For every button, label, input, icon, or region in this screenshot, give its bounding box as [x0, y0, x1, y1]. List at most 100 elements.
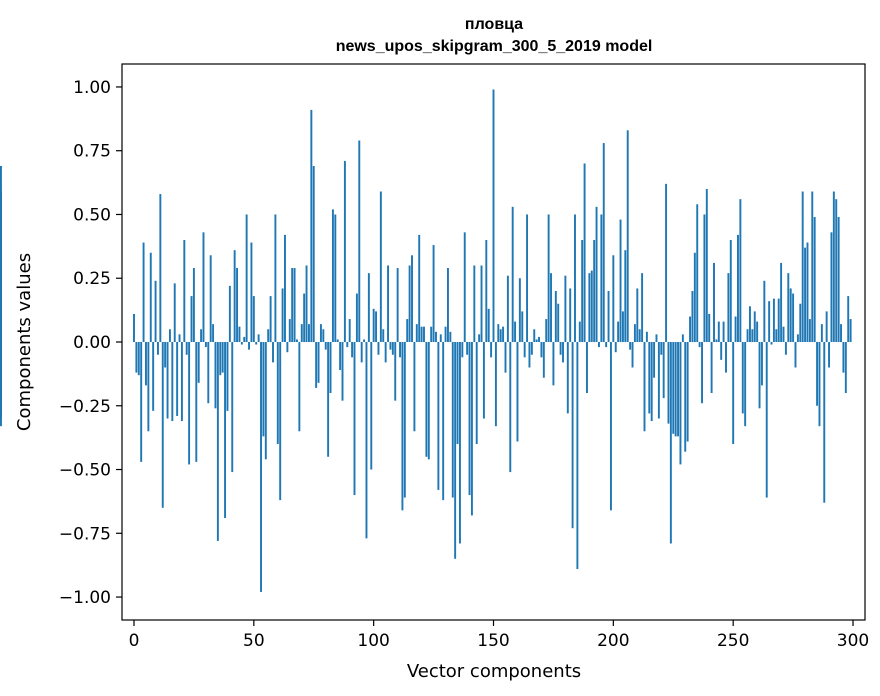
bar-component-230 — [684, 342, 687, 452]
bar-component-180 — [564, 275, 567, 342]
bar-component-86 — [339, 342, 342, 371]
y-tick-label: 0.50 — [73, 205, 111, 225]
bar-component-264 — [765, 342, 768, 498]
x-tick-label: 300 — [837, 631, 869, 651]
bar-component-169 — [538, 336, 540, 342]
bar-component-297 — [844, 342, 847, 394]
bar-component-279 — [801, 191, 804, 342]
bar-component-232 — [689, 316, 691, 342]
bar-component-85 — [336, 339, 339, 342]
bar-component-89 — [346, 342, 349, 348]
bar-component-233 — [691, 290, 694, 342]
y-tick-label: 0.75 — [73, 142, 111, 162]
bar-component-296 — [842, 342, 845, 373]
bar-component-276 — [794, 342, 797, 368]
bar-component-201 — [614, 342, 617, 353]
bar-component-282 — [808, 319, 811, 342]
bar-component-131 — [447, 268, 449, 342]
bar-component-238 — [703, 214, 706, 342]
bar-component-192 — [593, 239, 596, 342]
bar-component-38 — [224, 342, 227, 518]
bar-component-53 — [260, 342, 262, 592]
bar-component-137 — [461, 342, 464, 358]
bar-component-206 — [626, 130, 629, 342]
bar-component-19 — [178, 334, 181, 342]
bar-component-208 — [631, 342, 634, 368]
bar-component-127 — [437, 342, 440, 490]
bar-component-0 — [133, 313, 135, 342]
bar-component-172 — [545, 319, 548, 342]
bar-component-182 — [569, 288, 572, 342]
bar-component-123 — [427, 342, 430, 460]
bar-component-258 — [751, 329, 754, 342]
bar-component-273 — [787, 273, 790, 342]
bar-component-194 — [598, 342, 600, 348]
bar-component-225 — [672, 342, 675, 434]
bar-component-147 — [485, 239, 488, 342]
y-tick-label: 0.00 — [73, 333, 111, 353]
bar-component-115 — [408, 265, 411, 342]
bar-series — [0, 89, 852, 592]
bar-component-145 — [480, 265, 483, 342]
bar-component-20 — [180, 342, 183, 422]
bar-component-130 — [444, 326, 447, 342]
bar-component-22 — [185, 342, 188, 355]
bar-component-94 — [358, 140, 361, 342]
bar-component-148 — [487, 308, 490, 342]
bar-component-228 — [679, 342, 682, 465]
bar-component-149 — [490, 342, 493, 358]
bar-component-10 — [156, 342, 159, 355]
bar-component-187 — [581, 239, 584, 342]
bar-component-209 — [633, 324, 636, 342]
bar-component-253 — [739, 199, 742, 342]
bar-component-188 — [583, 163, 586, 342]
bar-component-277 — [796, 334, 799, 342]
bar-component-271 — [782, 326, 785, 342]
bar-component-34 — [214, 342, 217, 409]
bar-component-121 — [423, 326, 425, 342]
bar-component-146 — [482, 342, 485, 419]
bar-component-63 — [284, 234, 286, 342]
x-tick-label: 150 — [477, 631, 509, 651]
bar-component-62 — [281, 288, 284, 342]
bar-component-181 — [566, 342, 569, 414]
bar-component-84 — [334, 214, 337, 342]
bar-component-154 — [502, 326, 505, 342]
bar-component-28 — [200, 329, 203, 342]
bar-component-216 — [650, 342, 653, 422]
bar-component-6 — [147, 342, 150, 432]
bar-component-70 — [300, 324, 303, 342]
bar-component-21 — [183, 239, 186, 342]
bar-component-108 — [391, 342, 394, 355]
bar-component-260 — [756, 321, 759, 342]
bar-component-45 — [240, 342, 243, 345]
bar-component-223 — [667, 342, 670, 424]
bar-component-23 — [188, 342, 191, 465]
bar-component-81 — [327, 342, 330, 457]
bar-component-57 — [269, 296, 272, 342]
x-axis-label: Vector components — [407, 661, 581, 682]
bar-component-257 — [749, 306, 751, 342]
bar-component-151 — [494, 342, 497, 427]
x-tick-label: 200 — [597, 631, 629, 651]
bar-component-227 — [677, 342, 680, 437]
bar-component-284 — [813, 217, 816, 342]
bar-component-9 — [154, 280, 157, 342]
bar-component-50 — [252, 296, 255, 342]
bar-component-29 — [202, 232, 205, 342]
bar-component-72 — [305, 265, 308, 342]
bar-component-237 — [701, 342, 703, 404]
bar-component-83 — [331, 209, 334, 342]
bar-component-100 — [372, 308, 375, 342]
bar-component-103 — [379, 191, 382, 342]
bar-component-118 — [415, 324, 418, 342]
bar-component-185 — [576, 342, 579, 569]
bar-component-7 — [149, 252, 152, 342]
bar-component-295 — [840, 324, 842, 342]
bar-component-177 — [557, 303, 560, 342]
bar-component-88 — [343, 160, 346, 342]
bar-component-61 — [279, 342, 282, 501]
bar-component-114 — [406, 319, 409, 342]
y-tick-label: −0.75 — [59, 524, 111, 544]
bar-component-174 — [550, 273, 552, 342]
